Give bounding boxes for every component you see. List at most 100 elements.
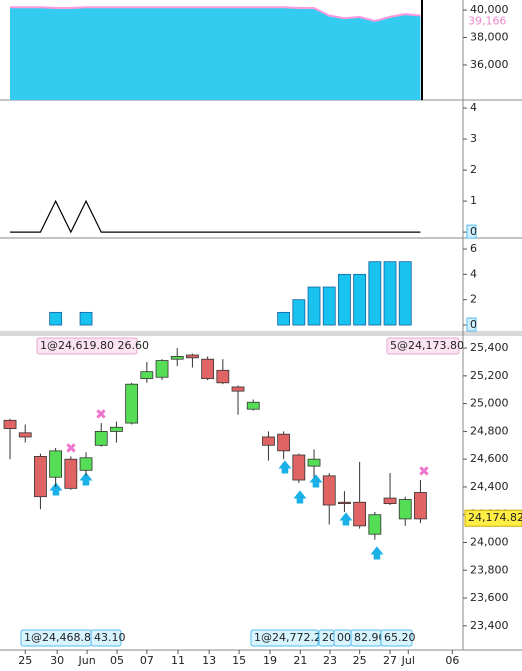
area-line	[10, 6, 421, 23]
x-tick-label: 27	[383, 654, 397, 667]
annotation: 43.10	[94, 631, 126, 644]
bar	[307, 286, 321, 326]
candle-body	[246, 401, 260, 410]
bar	[383, 261, 397, 326]
y-tick-label: 2	[470, 293, 477, 306]
arrow: 🡅	[79, 472, 93, 488]
value-box	[466, 317, 477, 332]
y-tick-label: 25,200	[470, 369, 509, 382]
y-tick-label: 2	[470, 163, 477, 176]
x-tick-label: Jul	[401, 654, 415, 667]
candle-body	[398, 499, 412, 520]
arrow: 🡅	[370, 546, 384, 562]
annotation: 1@24,468.80	[24, 631, 98, 644]
bar	[368, 261, 382, 326]
annotation: 20	[322, 631, 336, 644]
annotation: 1@24,619.80 26.60	[40, 339, 149, 352]
area	[10, 7, 421, 100]
marker: ✖	[95, 407, 107, 423]
y-tick-label: 24,400	[470, 480, 509, 493]
arrow: 🡅	[293, 490, 307, 506]
x-tick-label: 11	[171, 654, 185, 667]
annotation: 1@24,772.20	[254, 631, 328, 644]
x-tick-label: 15	[232, 654, 246, 667]
candle-body	[34, 456, 47, 498]
candle-body	[231, 386, 245, 392]
y-tick-label: 24,800	[470, 424, 509, 437]
candle-body	[94, 431, 108, 446]
x-tick-label: 25	[18, 654, 32, 667]
y-tick-label: 0	[470, 318, 477, 331]
candle-body	[49, 450, 63, 478]
y-tick-label: 24,600	[470, 452, 509, 465]
y-tick-label: 36,000	[470, 58, 509, 71]
annotation: 5@24,173.80	[390, 339, 464, 352]
x-tick-label: Jun	[78, 654, 96, 667]
candle-body	[110, 426, 123, 432]
last-value-label: 39,166	[468, 14, 507, 27]
candle-body	[170, 356, 184, 360]
x-tick-label: 13	[202, 654, 216, 667]
annotation-box	[386, 337, 460, 355]
annotation: 65.20	[384, 631, 416, 644]
y-tick-label: 23,800	[470, 563, 509, 576]
bar	[338, 273, 351, 326]
arrow: 🡅	[309, 474, 323, 490]
candle-body	[216, 369, 230, 384]
line	[10, 199, 421, 234]
y-tick-label: 4	[470, 267, 477, 280]
bar	[277, 311, 291, 326]
bar	[353, 273, 367, 326]
y-tick-label: 38,000	[470, 31, 509, 44]
arrow: 🡅	[49, 482, 63, 498]
x-tick-label: 23	[323, 654, 337, 667]
candle-body	[18, 432, 32, 438]
arrow: 🡅	[278, 460, 292, 476]
annotation-box	[90, 629, 122, 647]
candle-body	[3, 419, 17, 430]
y-tick-label: 0	[470, 225, 477, 238]
candle-body	[368, 514, 382, 535]
x-tick-label: 25	[353, 654, 367, 667]
annotation-box	[250, 629, 319, 647]
candle-body	[307, 458, 321, 467]
candle-body	[383, 497, 397, 505]
annotation-box	[36, 337, 138, 355]
annotation: 82.90	[354, 631, 386, 644]
x-tick-label: 21	[293, 654, 307, 667]
y-tick-label: 40,000	[470, 3, 509, 16]
y-tick-label: 4	[470, 101, 477, 114]
y-tick-label: 25,000	[470, 397, 509, 410]
y-tick-label: 25,400	[470, 341, 509, 354]
arrow: 🡅	[339, 512, 353, 528]
candle-body	[353, 501, 367, 527]
x-tick-label: 19	[263, 654, 277, 667]
annotation: 00	[337, 631, 351, 644]
candle-body	[201, 358, 215, 380]
candle-body	[140, 371, 154, 380]
candle-body	[186, 354, 199, 359]
x-tick-label: 30	[50, 654, 64, 667]
x-tick-label: 06	[445, 654, 459, 667]
candle-body	[262, 436, 275, 446]
panel-separator	[0, 331, 522, 336]
candle-body	[64, 458, 78, 489]
candle-body	[125, 383, 139, 424]
bar	[292, 299, 306, 326]
x-tick-label: 05	[110, 654, 124, 667]
y-tick-label: 1	[470, 194, 477, 207]
candle-body	[277, 433, 291, 452]
candle-body	[292, 454, 306, 481]
bar	[49, 311, 63, 326]
bar	[322, 286, 336, 326]
value-box	[466, 224, 477, 239]
y-tick-label: 3	[470, 132, 477, 145]
last-value-box	[465, 13, 522, 30]
marker: ✖	[65, 441, 77, 457]
x-tick-label: 07	[140, 654, 154, 667]
y-tick-label: 24,000	[470, 536, 509, 549]
candle-body	[322, 475, 336, 506]
last-value-label: 24,174.82	[468, 511, 522, 524]
signal-markers: ✖ ✖ ✖ 🡅 🡅 🡅 🡅 🡅 🡅 🡅	[49, 407, 430, 562]
